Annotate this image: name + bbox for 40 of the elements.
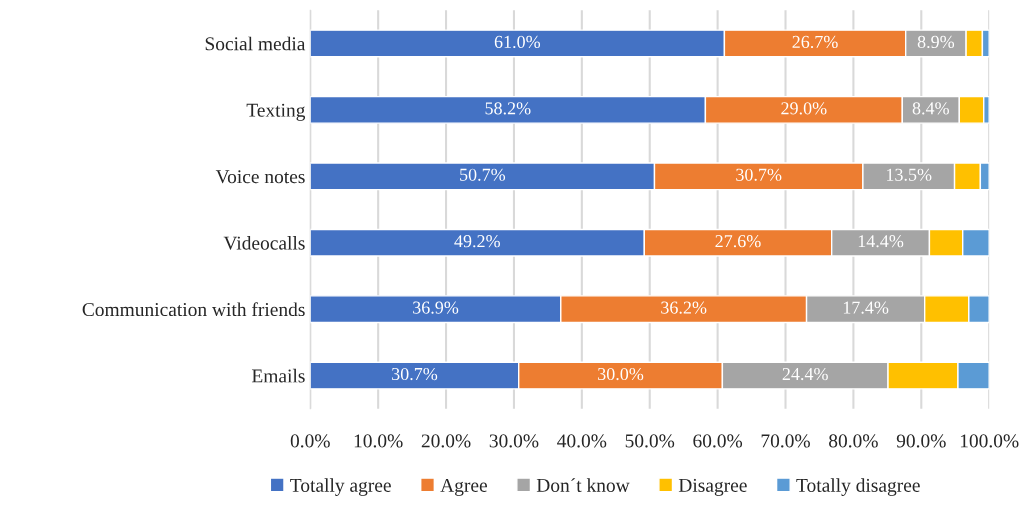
y-tick-label: Social media xyxy=(205,36,306,51)
data-label: 13.5% xyxy=(887,168,932,181)
x-tick-label: 30.0% xyxy=(489,434,539,448)
x-tick-label: 20.0% xyxy=(421,434,471,448)
x-tick-label: 90.0% xyxy=(896,434,946,448)
y-tick-label: Communication with friends xyxy=(82,302,305,317)
data-label: 14.4% xyxy=(858,235,904,248)
data-label: 36.9% xyxy=(413,301,459,314)
data-label: 27.6% xyxy=(715,235,761,248)
data-label: 61.0% xyxy=(494,35,541,49)
data-label: 49.2% xyxy=(454,235,500,248)
y-tick-label: Videocalls xyxy=(223,235,305,250)
legend-label: Disagree xyxy=(678,478,747,496)
x-tick-label: 40.0% xyxy=(557,434,607,448)
legend-label: Agree xyxy=(440,478,487,496)
data-label: 29.0% xyxy=(781,102,827,115)
x-tick-label: 100.0% xyxy=(960,434,1019,448)
x-tick-label: 70.0% xyxy=(761,434,810,448)
x-tick-label: 60.0% xyxy=(693,434,743,448)
data-label: 36.2% xyxy=(661,301,707,314)
data-label: 24.4% xyxy=(782,367,828,381)
data-label: 8.9% xyxy=(917,35,955,49)
data-label: 58.2% xyxy=(485,102,531,115)
legend-label: Totally agree xyxy=(290,478,391,496)
legend-label: Totally disagree xyxy=(796,478,920,496)
y-tick-label: Texting xyxy=(246,103,306,121)
data-label: 50.7% xyxy=(460,168,506,181)
data-label: 26.7% xyxy=(792,35,838,49)
data-label: 30.0% xyxy=(598,367,644,381)
x-tick-label: 50.0% xyxy=(625,434,675,448)
data-label: 30.7% xyxy=(736,168,782,181)
data-label: 30.7% xyxy=(392,367,438,381)
legend-label: Don´t know xyxy=(536,478,630,492)
y-tick-label: Emails xyxy=(251,368,305,383)
x-tick-label: 10.0% xyxy=(354,434,403,448)
data-label: 8.4% xyxy=(912,102,949,115)
x-tick-label: 80.0% xyxy=(829,434,878,448)
data-label: 17.4% xyxy=(843,301,889,314)
y-tick-label: Voice notes xyxy=(215,170,305,184)
x-tick-label: 0.0% xyxy=(290,434,330,448)
